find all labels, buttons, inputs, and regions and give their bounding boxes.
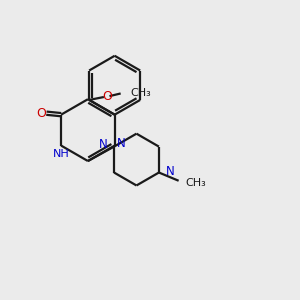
Text: N: N (165, 165, 174, 178)
Text: NH: NH (53, 149, 70, 159)
Text: O: O (36, 107, 46, 120)
Text: N: N (117, 137, 125, 150)
Text: N: N (99, 138, 108, 151)
Text: CH₃: CH₃ (130, 88, 151, 98)
Text: CH₃: CH₃ (185, 178, 206, 188)
Text: O: O (102, 91, 112, 103)
